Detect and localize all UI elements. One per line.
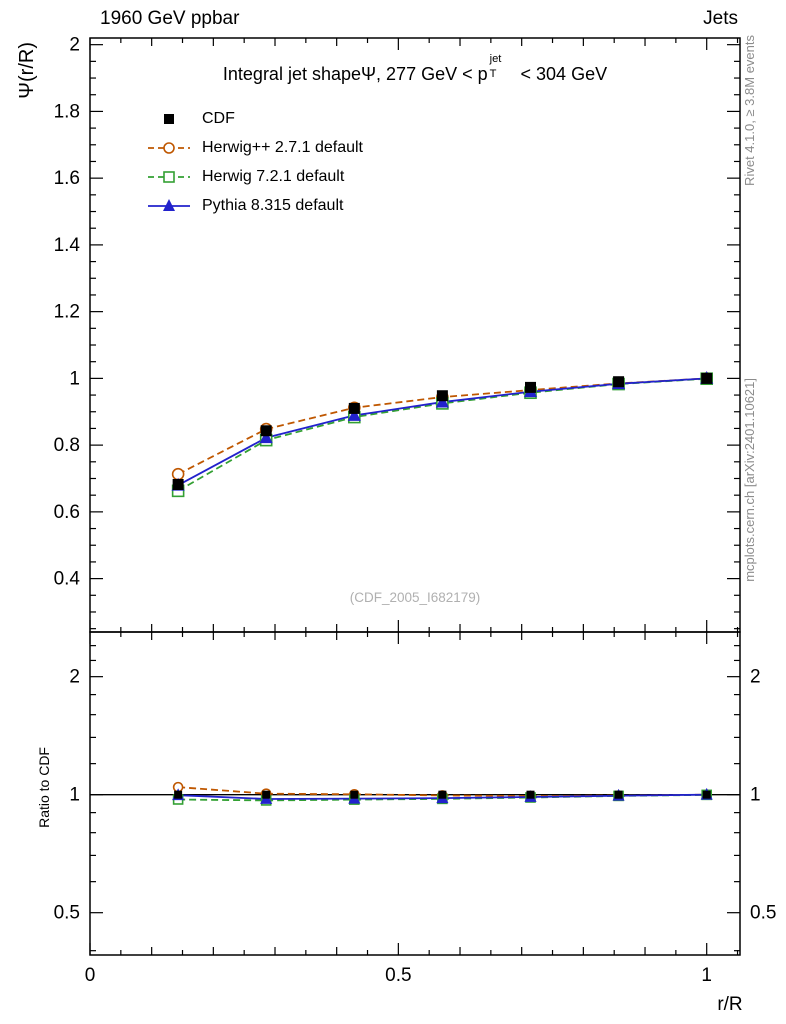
plot-title: Integral jet shapeΨ, 277 GeV < p jet T < 3…: [90, 53, 740, 85]
legend-label-cdf: CDF: [202, 109, 235, 127]
tick-labels: 0.4 0.6 0.8 1 1.2 1.4 1.6 1.8 2 0.5 0.5 1 1 2 2 0 0.5 1: [54, 35, 777, 986]
series-line-herwig-2-7-1-default: [177, 377, 707, 797]
title-psi: Ψ: [361, 64, 377, 84]
title-prefix: Integral jet shape: [222, 64, 361, 84]
mcplots-arxiv-note: mcplots.cern.ch [arXiv:2401.10621]: [742, 378, 757, 582]
svg-text:0.4: 0.4: [54, 569, 81, 590]
beam-info-label: 1960 GeV ppbar: [100, 8, 240, 29]
svg-text:0: 0: [85, 965, 96, 986]
analysis-id-watermark: (CDF_2005_I682179): [349, 590, 481, 605]
svg-text:0.6: 0.6: [54, 502, 80, 523]
x-axis-label: r/R: [717, 994, 743, 1015]
series-markers-herwig-2-7-1-default: [171, 372, 713, 802]
svg-text:1: 1: [750, 785, 761, 806]
legend-item-cdf: CDF: [146, 104, 363, 133]
rivet-version-note: Rivet 4.1.0, ≥ 3.8M events: [742, 35, 757, 186]
svg-text:1.2: 1.2: [54, 302, 80, 323]
pythia-marker-icon: [146, 198, 192, 214]
svg-text:1: 1: [701, 965, 712, 986]
axis-ticks: [89, 38, 740, 955]
series-line-pythia-8-315-default: [177, 377, 707, 800]
ratio-panel-frame: [89, 631, 741, 956]
main-y-axis-label: Ψ(r/R): [16, 42, 38, 99]
legend-item-pythia: Pythia 8.315 default: [146, 191, 363, 220]
analysis-group-label: Jets: [703, 8, 738, 29]
legend-item-herwigpp: Herwig++ 2.7.1 default: [146, 133, 363, 162]
svg-text:0.8: 0.8: [54, 435, 80, 456]
svg-text:2: 2: [69, 35, 80, 56]
legend-label-herwigpp: Herwig++ 2.7.1 default: [202, 138, 363, 156]
legend-item-herwig7: Herwig 7.2.1 default: [146, 162, 363, 191]
title-suffix: < 304 GeV: [515, 64, 608, 84]
herwig7-marker-icon: [146, 169, 192, 185]
title-mid: , 277 GeV < p: [376, 64, 488, 84]
svg-text:0.5: 0.5: [385, 965, 411, 986]
svg-text:1.6: 1.6: [54, 168, 80, 189]
series-markers-cdf: [172, 372, 713, 799]
cdf-marker-icon: [146, 111, 192, 127]
svg-text:1: 1: [69, 785, 80, 806]
svg-text:1.4: 1.4: [54, 235, 81, 256]
svg-text:0.5: 0.5: [750, 903, 776, 924]
svg-text:0.5: 0.5: [54, 903, 80, 924]
svg-text:2: 2: [750, 667, 761, 688]
legend-label-pythia: Pythia 8.315 default: [202, 196, 344, 214]
svg-text:1.8: 1.8: [54, 101, 80, 122]
legend: CDF Herwig++ 2.7.1 default Herwig 7.2.1 …: [146, 104, 363, 220]
svg-text:1: 1: [69, 368, 80, 389]
ratio-y-axis-label: Ratio to CDF: [36, 747, 52, 828]
herwigpp-marker-icon: [146, 140, 192, 156]
legend-label-herwig7: Herwig 7.2.1 default: [202, 167, 345, 185]
svg-text:2: 2: [69, 667, 80, 688]
pt-jet-symbol: jet T: [489, 53, 502, 80]
